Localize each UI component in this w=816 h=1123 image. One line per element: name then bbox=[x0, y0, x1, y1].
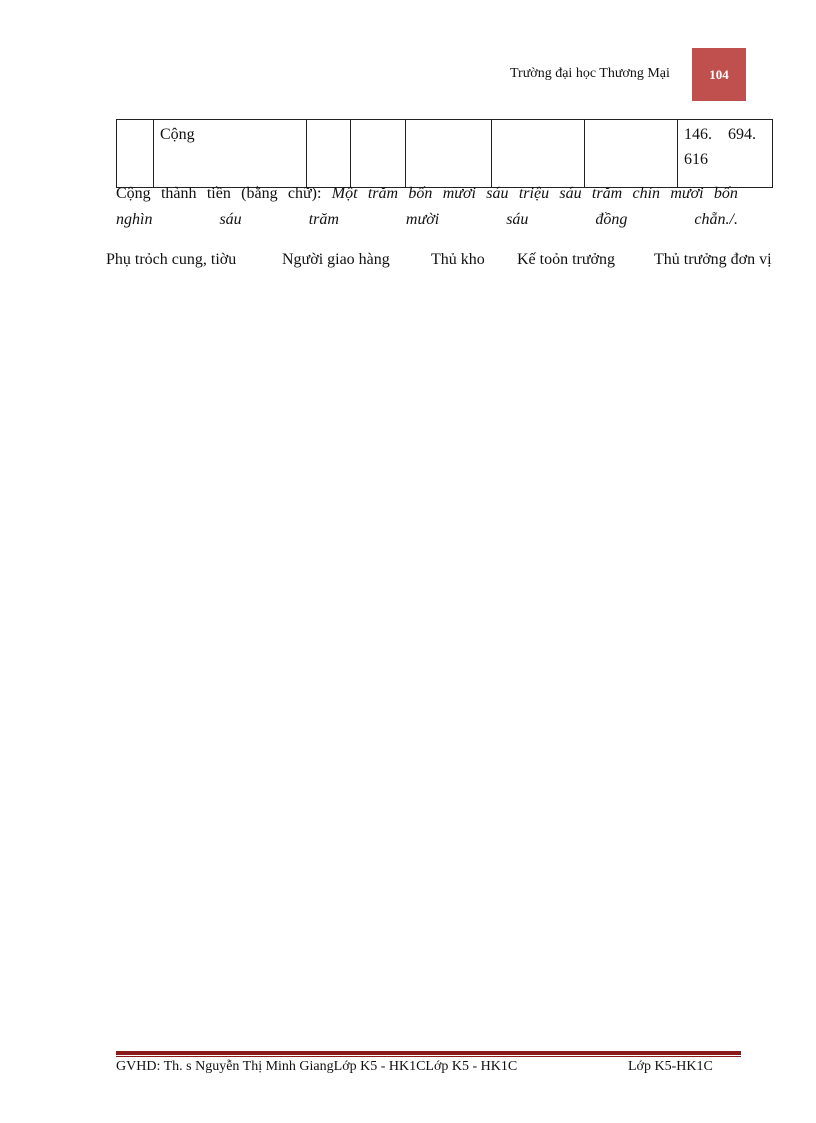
word: sáu bbox=[219, 211, 242, 228]
word: nghìn bbox=[116, 211, 153, 228]
word: sáu bbox=[559, 185, 582, 202]
word: thành bbox=[160, 185, 197, 202]
word: trăm bbox=[308, 211, 339, 228]
word: sáu bbox=[506, 211, 529, 228]
word: mười bbox=[405, 211, 440, 228]
word: sáu bbox=[486, 185, 509, 202]
amount-line: 146. 694. bbox=[684, 126, 756, 143]
word: bốn bbox=[713, 185, 738, 202]
footer-right: Lớp K5-HK1C bbox=[628, 1059, 713, 1074]
signature-label: Phụ trỏch cung, tiờu bbox=[106, 251, 237, 268]
cell-stt bbox=[116, 119, 154, 188]
signature-label: Người giao hàng bbox=[282, 251, 390, 268]
footer-left: GVHD: Th. s Nguyễn Thị Minh GiangLớp K5 … bbox=[116, 1059, 518, 1074]
word: bốn bbox=[408, 185, 433, 202]
cell bbox=[306, 119, 351, 188]
page-number-badge: 104 bbox=[692, 48, 746, 101]
footer-rule bbox=[116, 1051, 741, 1055]
word: mươi bbox=[670, 185, 704, 202]
word: chẵn./. bbox=[694, 211, 738, 228]
cell-amount: 146. 694. 616 bbox=[677, 119, 773, 188]
table-row-total: Cộng 146. 694. 616 bbox=[116, 119, 773, 188]
word: triệu bbox=[518, 185, 550, 202]
amount-line: 616 bbox=[684, 151, 708, 168]
footer-rule bbox=[116, 1056, 741, 1057]
cell-label: Cộng bbox=[153, 119, 307, 188]
word: trăm bbox=[591, 185, 623, 202]
word: mươi bbox=[442, 185, 476, 202]
word: tiền bbox=[206, 185, 231, 202]
word: trăm bbox=[367, 185, 399, 202]
invoice-table: Cộng 146. 694. 616 bbox=[116, 119, 773, 188]
word: đồng bbox=[595, 211, 628, 228]
word: Một bbox=[331, 185, 358, 202]
total-in-words-line1: Cộng thành tiền (bằng chữ): Một trăm bốn mươi sáu… bbox=[116, 185, 738, 203]
word: (bằng bbox=[241, 185, 278, 202]
cell bbox=[491, 119, 585, 188]
word: chữ): bbox=[287, 185, 322, 202]
word: Cộng bbox=[116, 185, 151, 202]
signature-label: Thủ kho bbox=[431, 251, 485, 268]
cell bbox=[350, 119, 406, 188]
total-in-words-line2: nghìn sáu trăm mười sáu đồng chẵn./. bbox=[116, 211, 738, 229]
signature-label: Kế toỏn trưởng bbox=[517, 251, 616, 268]
cell bbox=[405, 119, 492, 188]
header-school-name: Trường đại học Thương Mại bbox=[510, 66, 670, 81]
cell bbox=[584, 119, 678, 188]
word: chín bbox=[632, 185, 661, 202]
signature-label: Thủ trưởng đơn vị bbox=[654, 251, 772, 268]
